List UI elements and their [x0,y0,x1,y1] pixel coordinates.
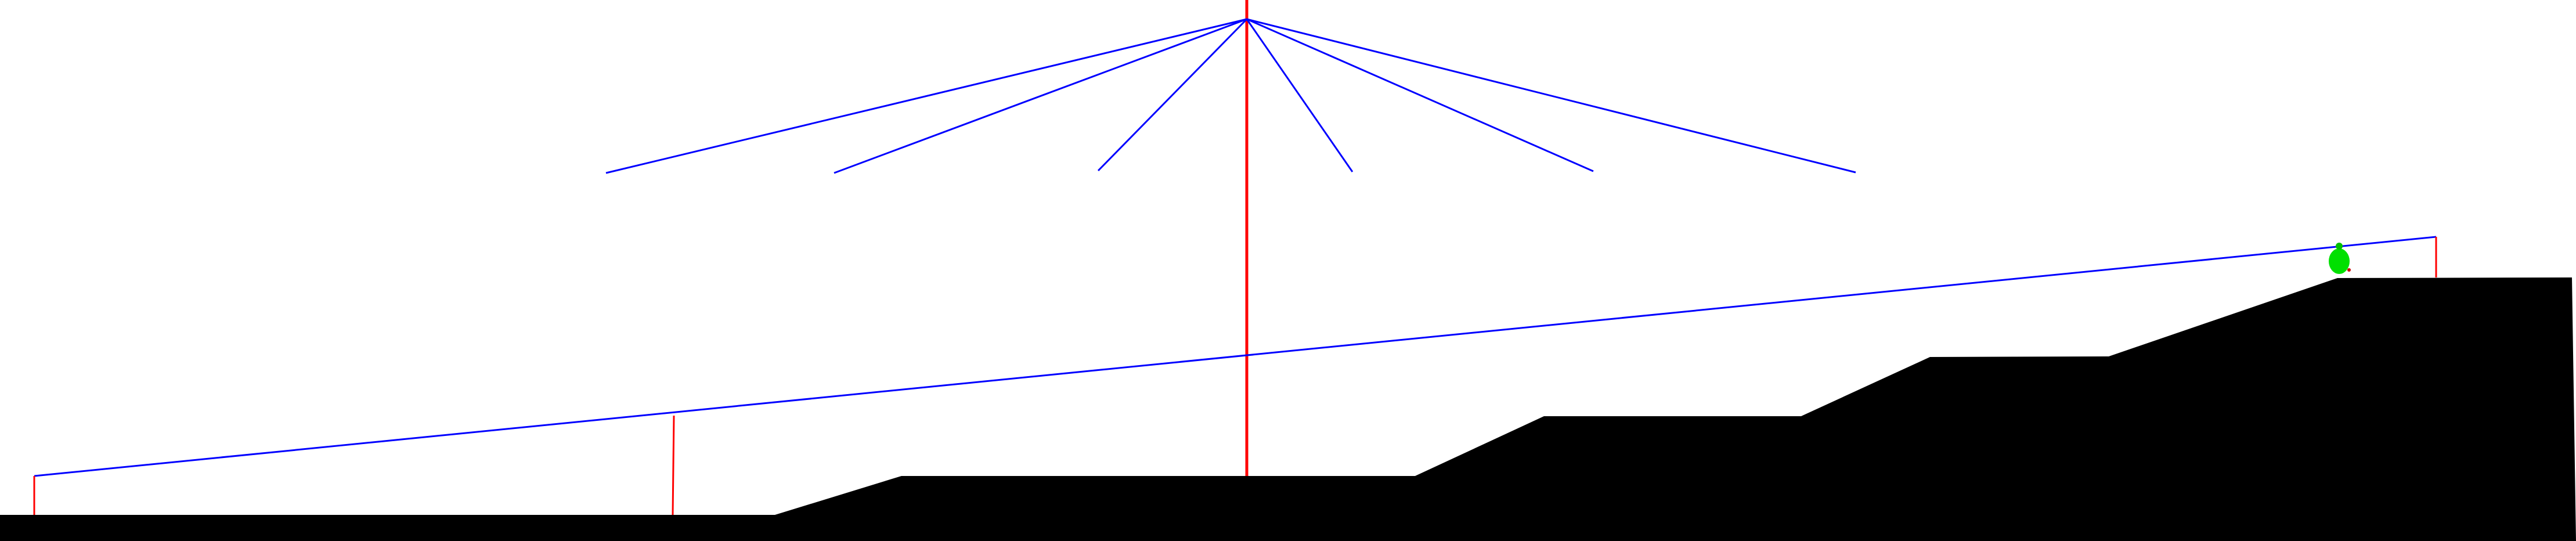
long-diagonal-cable [34,236,2437,477]
fan-cable-3 [1097,18,1248,172]
terrain-silhouette [0,277,2576,541]
fan-cable-2 [834,18,1247,174]
player-marker-icon [2347,268,2351,272]
player-head [2336,243,2343,250]
fan-cable-1 [605,18,1247,174]
support-post-middle [672,415,675,515]
fan-cable-6 [1246,18,1856,174]
player-body [2329,248,2350,274]
fan-cable-4 [1246,19,1354,172]
fan-cables [605,18,1856,174]
player-blob[interactable] [2329,243,2351,274]
fan-cable-5 [1246,18,1594,172]
